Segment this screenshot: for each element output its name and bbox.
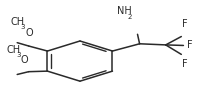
- Text: F: F: [182, 59, 188, 69]
- Text: NH: NH: [117, 6, 132, 16]
- Text: F: F: [187, 39, 193, 49]
- Text: F: F: [182, 18, 188, 28]
- Text: CH: CH: [10, 17, 24, 27]
- Text: O: O: [20, 54, 28, 64]
- Text: 3: 3: [20, 24, 25, 29]
- Text: O: O: [25, 27, 33, 37]
- Text: CH: CH: [6, 45, 20, 55]
- Text: 2: 2: [128, 14, 132, 20]
- Text: 3: 3: [16, 51, 21, 57]
